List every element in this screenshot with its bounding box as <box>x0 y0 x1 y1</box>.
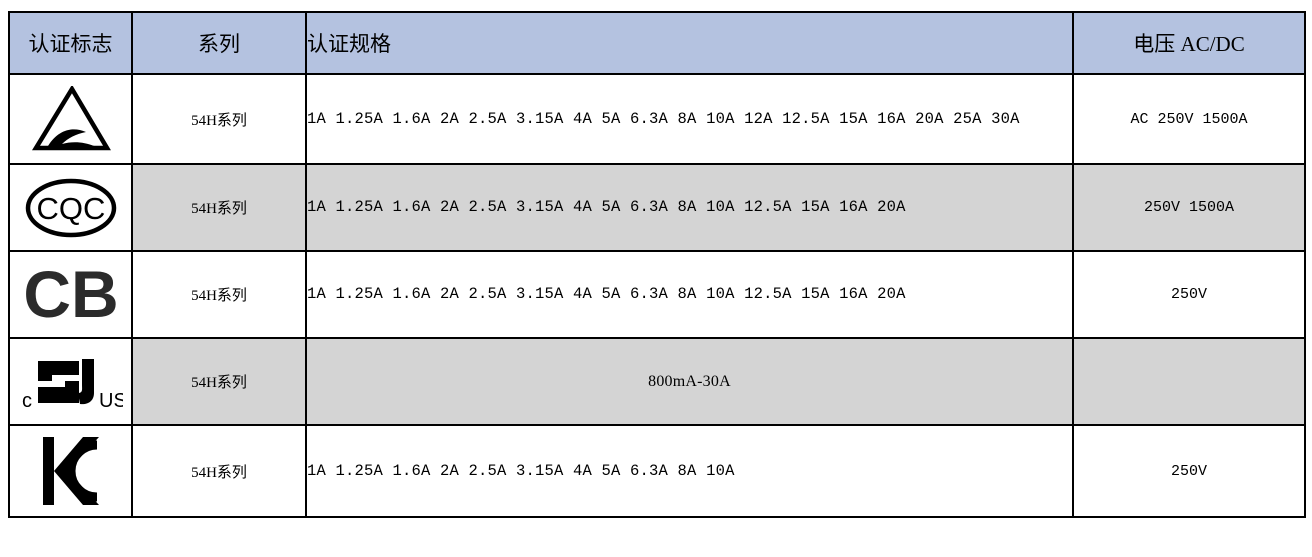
cell-voltage: 250V <box>1072 424 1306 518</box>
cell-voltage: 250V 1500A <box>1072 163 1306 252</box>
cell-spec: 800mA-30A <box>305 337 1074 426</box>
cell-mark <box>8 73 133 165</box>
cell-voltage: 250V <box>1072 250 1306 339</box>
cell-spec: 1A 1.25A 1.6A 2A 2.5A 3.15A 4A 5A 6.3A 8… <box>305 73 1074 165</box>
cell-series: 54H系列 <box>131 337 307 426</box>
cell-mark: c US <box>8 337 133 426</box>
cul-us-mark-icon: c US <box>22 358 123 412</box>
table-row: 54H系列 1A 1.25A 1.6A 2A 2.5A 3.15A 4A 5A … <box>8 73 1306 165</box>
cell-series: 54H系列 <box>131 250 307 339</box>
column-header-spec: 认证规格 <box>305 11 1074 75</box>
cell-series: 54H系列 <box>131 163 307 252</box>
certification-table-container: 认证标志 系列 认证规格 电压 AC/DC 54H系列 1A 1.25A 1.6… <box>8 11 1306 518</box>
svg-text:CB: CB <box>23 262 118 328</box>
cell-spec: 1A 1.25A 1.6A 2A 2.5A 3.15A 4A 5A 6.3A 8… <box>305 424 1074 518</box>
kc-mark-icon <box>42 437 99 505</box>
cell-spec: 1A 1.25A 1.6A 2A 2.5A 3.15A 4A 5A 6.3A 8… <box>305 163 1074 252</box>
table-row: c US 54H系列 800mA-30A <box>8 337 1306 426</box>
column-header-voltage: 电压 AC/DC <box>1072 11 1306 75</box>
cell-mark: CQC <box>8 163 133 252</box>
cell-mark: CB <box>8 250 133 339</box>
ccc-mark-icon <box>31 86 111 151</box>
cell-voltage <box>1072 337 1306 426</box>
table-row: CB 54H系列 1A 1.25A 1.6A 2A 2.5A 3.15A 4A … <box>8 250 1306 339</box>
table-header-row: 认证标志 系列 认证规格 电压 AC/DC <box>8 11 1306 75</box>
svg-text:US: US <box>99 390 123 412</box>
cell-mark <box>8 424 133 518</box>
certification-table: 认证标志 系列 认证规格 电压 AC/DC 54H系列 1A 1.25A 1.6… <box>8 11 1306 518</box>
cell-series: 54H系列 <box>131 424 307 518</box>
column-header-series: 系列 <box>131 11 307 75</box>
cell-spec: 1A 1.25A 1.6A 2A 2.5A 3.15A 4A 5A 6.3A 8… <box>305 250 1074 339</box>
cqc-mark-icon: CQC <box>25 178 116 237</box>
table-row: 54H系列 1A 1.25A 1.6A 2A 2.5A 3.15A 4A 5A … <box>8 424 1306 518</box>
cell-voltage: AC 250V 1500A <box>1072 73 1306 165</box>
svg-text:c: c <box>22 390 32 412</box>
cell-series: 54H系列 <box>131 73 307 165</box>
column-header-mark: 认证标志 <box>8 11 133 75</box>
svg-text:CQC: CQC <box>36 191 105 226</box>
table-row: CQC 54H系列 1A 1.25A 1.6A 2A 2.5A 3.15A 4A… <box>8 163 1306 252</box>
cb-mark-icon: CB <box>23 262 118 328</box>
